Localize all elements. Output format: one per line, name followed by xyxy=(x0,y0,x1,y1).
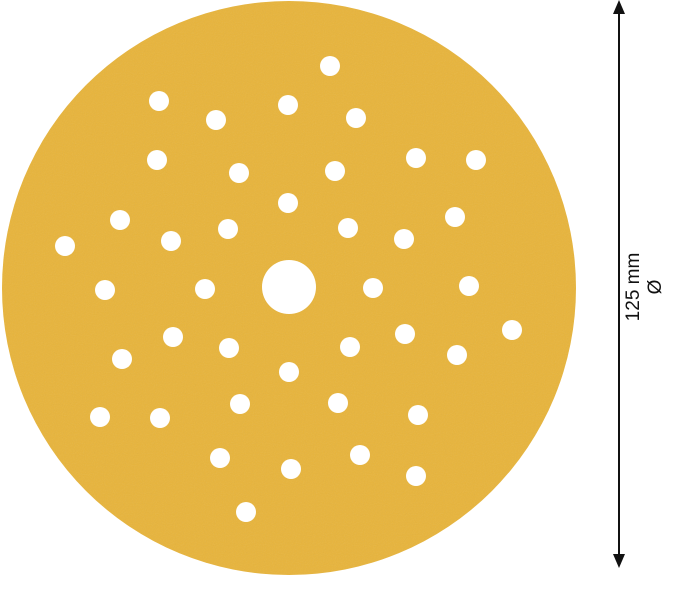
dust-hole xyxy=(206,110,226,130)
dust-hole xyxy=(350,445,370,465)
dust-hole xyxy=(279,362,299,382)
dust-hole xyxy=(112,349,132,369)
dust-hole xyxy=(161,231,181,251)
dust-hole xyxy=(149,91,169,111)
dust-hole xyxy=(163,327,183,347)
dust-hole xyxy=(328,393,348,413)
dust-hole xyxy=(320,56,340,76)
dust-hole xyxy=(110,210,130,230)
dust-hole xyxy=(236,502,256,522)
dust-hole xyxy=(406,148,426,168)
dust-hole xyxy=(210,448,230,468)
center-hole xyxy=(262,260,316,314)
arrow-up-icon xyxy=(613,0,625,14)
arrow-down-icon xyxy=(613,554,625,568)
dust-hole xyxy=(147,150,167,170)
dust-hole xyxy=(466,150,486,170)
dimension-value: 125 mm xyxy=(623,252,644,322)
dust-hole xyxy=(150,408,170,428)
dust-hole xyxy=(281,459,301,479)
dust-hole xyxy=(459,276,479,296)
dust-hole xyxy=(230,394,250,414)
dust-hole xyxy=(346,108,366,128)
dust-hole xyxy=(395,324,415,344)
dust-hole xyxy=(95,280,115,300)
dust-hole xyxy=(325,161,345,181)
dust-hole xyxy=(408,405,428,425)
dust-hole xyxy=(502,320,522,340)
diameter-symbol: Ø xyxy=(645,279,666,295)
dust-hole xyxy=(219,338,239,358)
dust-hole xyxy=(394,229,414,249)
dimension-label: 125 mm Ø xyxy=(623,253,667,322)
dust-hole xyxy=(340,337,360,357)
dust-hole xyxy=(338,218,358,238)
dust-hole xyxy=(363,278,383,298)
dust-hole xyxy=(218,219,238,239)
dust-hole xyxy=(229,163,249,183)
dust-hole xyxy=(406,466,426,486)
dust-hole xyxy=(278,95,298,115)
dust-hole xyxy=(278,193,298,213)
dust-hole xyxy=(447,345,467,365)
dust-hole xyxy=(445,207,465,227)
dust-hole xyxy=(195,279,215,299)
dust-hole xyxy=(90,407,110,427)
dust-hole xyxy=(55,236,75,256)
